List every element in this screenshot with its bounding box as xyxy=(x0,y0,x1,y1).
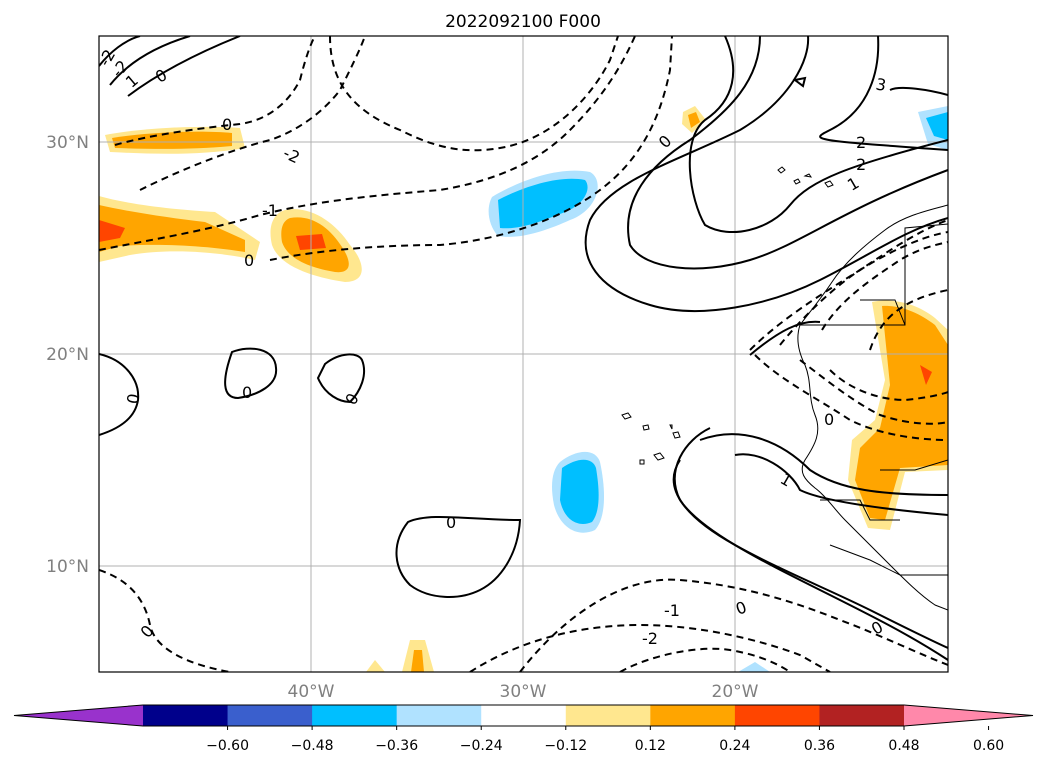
contour-label: -2 xyxy=(642,629,658,648)
contour-label: 2 xyxy=(856,133,866,152)
contour-label: 0 xyxy=(244,251,254,270)
latitude-labels: 30°N 20°N 10°N xyxy=(46,133,89,577)
colorbar-block xyxy=(565,705,651,726)
contour-label: -1 xyxy=(664,601,680,620)
lon-label: 30°W xyxy=(500,682,547,702)
shade-orange xyxy=(411,650,424,672)
colorbar-outline xyxy=(13,704,1034,727)
shade-orange xyxy=(112,131,232,149)
longitude-labels: 40°W 30°W 20°W xyxy=(288,682,759,702)
contour-label: -1 xyxy=(262,201,278,220)
lon-label: 20°W xyxy=(712,682,759,702)
colorbar: −0.60 −0.48 −0.36 −0.24 −0.12 0.12 0.24 0.36 0.4… xyxy=(13,704,1034,754)
colorbar-tick-label: −0.36 xyxy=(375,738,418,754)
colorbar-tick-label: −0.24 xyxy=(460,738,503,754)
colorbar-tick-label: 0.24 xyxy=(719,738,750,754)
colorbar-block xyxy=(481,705,567,726)
colorbar-tick-label: 0.12 xyxy=(635,738,666,754)
solid-contours xyxy=(99,36,948,661)
border-line xyxy=(820,499,900,521)
contour-label: 0 xyxy=(446,513,456,532)
canary-islands xyxy=(777,166,834,188)
contour-label: 3 xyxy=(874,74,887,94)
colorbar-block xyxy=(396,705,482,726)
map-area: -2 -2 1 0 0 -2 -1 0 0 0 0 0 0 3 2 2 1 0 … xyxy=(99,36,948,672)
colorbar-block xyxy=(650,705,736,726)
colorbar-block xyxy=(143,705,229,726)
colorbar-tick-label: −0.48 xyxy=(291,738,334,754)
map-frame xyxy=(98,35,949,673)
contour-label: 0 xyxy=(123,392,143,405)
lat-label: 20°N xyxy=(46,345,89,365)
contour-label: 2 xyxy=(856,155,866,174)
shade-cyan xyxy=(498,178,588,229)
contour-label: 0 xyxy=(222,115,232,134)
colorbar-block xyxy=(227,705,313,726)
figure-title: 2022092100 F000 xyxy=(445,12,601,32)
colorbar-tick-label: −0.12 xyxy=(544,738,587,754)
colorbar-tick-label: 0.36 xyxy=(804,738,835,754)
colorbar-tick-label: 0.60 xyxy=(973,738,1004,754)
shade-cyan xyxy=(560,459,599,524)
colorbar-block xyxy=(819,705,905,726)
lon-label: 40°W xyxy=(288,682,335,702)
lat-label: 30°N xyxy=(46,133,89,153)
shade-orange xyxy=(99,205,245,252)
border-line xyxy=(880,459,948,471)
shade-orange xyxy=(855,305,948,520)
contour-label: -2 xyxy=(280,143,302,167)
shade-red xyxy=(99,220,125,242)
lat-label: 10°N xyxy=(46,557,89,577)
contour-label: 0 xyxy=(242,383,252,402)
shade-lightblue xyxy=(738,662,770,672)
shade-orange xyxy=(688,112,700,128)
colorbar-extension-high xyxy=(904,705,1033,726)
colorbar-block xyxy=(312,705,398,726)
border-line xyxy=(829,544,948,576)
colorbar-tick-label: 0.48 xyxy=(888,738,919,754)
colorbar-extension-low xyxy=(14,705,143,726)
dashed-contours xyxy=(99,36,948,672)
colorbar-block xyxy=(734,705,820,726)
shaded-anomalies xyxy=(99,106,948,672)
shade-cyan xyxy=(926,112,948,140)
shade-yellow xyxy=(366,660,385,672)
border-line xyxy=(860,299,906,326)
africa-coastline xyxy=(797,204,948,611)
colorbar-tick-label: −0.60 xyxy=(206,738,249,754)
contour-label: 0 xyxy=(824,410,834,429)
shade-red xyxy=(920,365,932,385)
cape-verde-islands xyxy=(621,412,681,465)
